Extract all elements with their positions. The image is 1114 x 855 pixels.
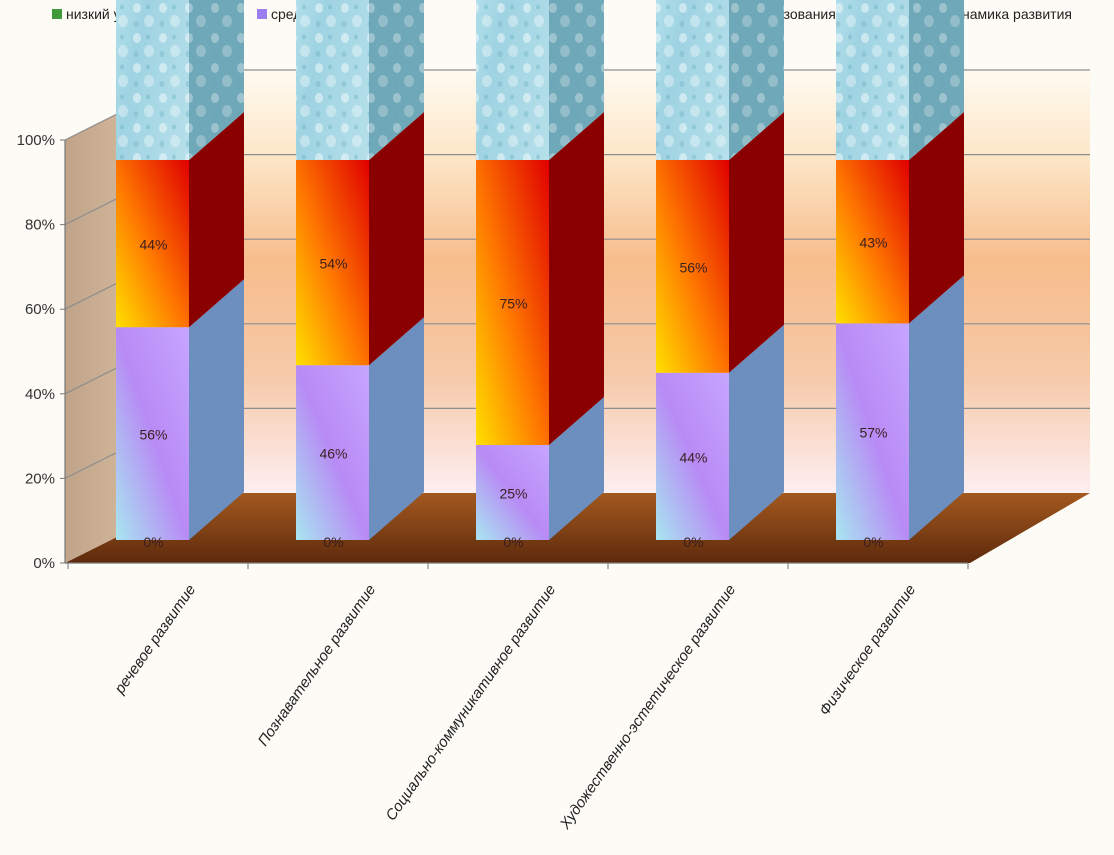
bar-mid: [296, 365, 369, 540]
y-tick-label: 80%: [25, 217, 55, 234]
data-label: 44%: [139, 237, 167, 253]
bar-stack: [296, 0, 424, 540]
bar-stack: [836, 0, 964, 540]
bar-mid: [116, 327, 189, 540]
bar-side-mid: [189, 279, 244, 540]
bar-quality-texture: [836, 0, 909, 160]
data-label: 0%: [323, 534, 343, 550]
bar-mid: [476, 445, 549, 540]
bar-side-mid: [909, 275, 964, 540]
data-label: 54%: [319, 256, 347, 272]
bar-high: [656, 160, 729, 373]
data-label: 0%: [683, 534, 703, 550]
bar-side-mid: [729, 324, 784, 540]
legend-swatch: [52, 9, 62, 19]
y-tick-label: 0%: [33, 555, 55, 572]
y-tick-label: 100%: [17, 132, 55, 149]
category-label: речевое развитие: [111, 582, 199, 698]
data-label: 57%: [859, 425, 887, 441]
data-label: 56%: [139, 427, 167, 443]
legend-label: динамика развития: [946, 6, 1072, 22]
bar-side-high: [369, 112, 424, 366]
bar-stack: [476, 0, 604, 540]
bar-high: [296, 160, 369, 366]
category-label: Социально-коммуникативное развитие: [382, 582, 559, 824]
bar-mid: [836, 323, 909, 540]
data-label: 46%: [319, 446, 347, 462]
data-label: 0%: [863, 534, 883, 550]
bar-side-high: [549, 112, 604, 445]
data-label: 25%: [499, 486, 527, 502]
data-label: 44%: [679, 449, 707, 465]
bar-side-quality-texture: [729, 0, 784, 160]
bar-quality-texture: [476, 0, 549, 160]
bar-stack: [656, 0, 784, 540]
bar-side-high: [189, 112, 244, 328]
category-label: Физическое развитие: [816, 582, 919, 719]
data-label: 0%: [143, 534, 163, 550]
bar-side-mid: [369, 317, 424, 540]
data-label: 43%: [859, 235, 887, 251]
bar-side-quality-texture: [909, 0, 964, 160]
y-tick-label: 20%: [25, 470, 55, 487]
category-label: Художественно-эстетическое развитие: [556, 582, 739, 833]
legend-swatch: [257, 9, 267, 19]
bar-side-high: [909, 112, 964, 324]
y-tick-label: 40%: [25, 386, 55, 403]
bar-high: [116, 160, 189, 328]
bar-quality-texture: [656, 0, 729, 160]
bar-quality-texture: [116, 0, 189, 160]
bar-quality-texture: [296, 0, 369, 160]
bar-side-quality-texture: [369, 0, 424, 160]
bar-high: [836, 160, 909, 324]
data-label: 75%: [499, 296, 527, 312]
bar-side-mid: [549, 397, 604, 540]
data-label: 0%: [503, 534, 523, 550]
bar-stack: [116, 0, 244, 540]
category-label: Познавательное развитие: [255, 582, 380, 750]
bar-side-quality-texture: [189, 0, 244, 160]
data-label: 56%: [679, 259, 707, 275]
bar-side-high: [729, 112, 784, 373]
bar-high: [476, 160, 549, 445]
bar-side-quality-texture: [549, 0, 604, 160]
bar-mid: [656, 372, 729, 540]
y-tick-label: 60%: [25, 301, 55, 318]
